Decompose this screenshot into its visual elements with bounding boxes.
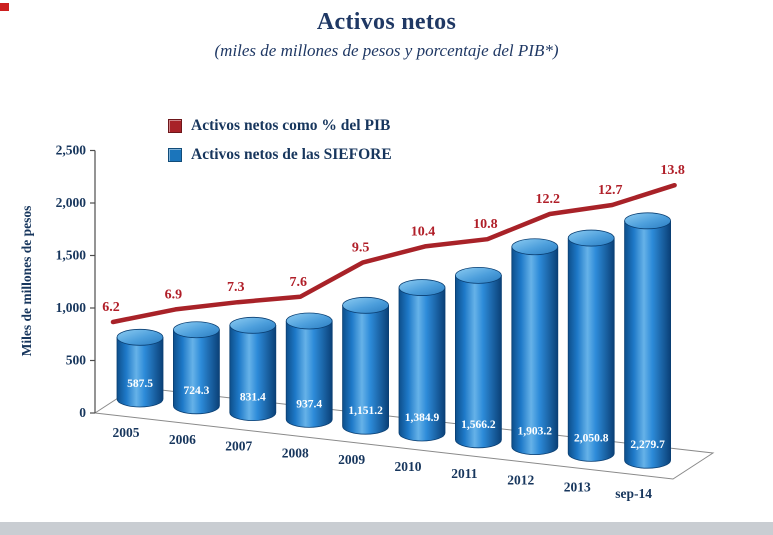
legend-label-pib: Activos netos como % del PIB bbox=[191, 117, 391, 134]
pib-value-label: 7.3 bbox=[227, 280, 245, 295]
cylinder-bar-2012: 1,903.2 bbox=[511, 238, 559, 455]
bar-value-label: 1,151.2 bbox=[348, 405, 383, 417]
cylinder-bar-2011: 1,566.2 bbox=[454, 266, 502, 449]
pib-value-label: 10.4 bbox=[411, 224, 436, 239]
y-axis-title: Miles de millones de pesos bbox=[19, 206, 34, 357]
x-category-label: 2011 bbox=[451, 466, 478, 481]
pib-value-label: 9.5 bbox=[352, 241, 370, 256]
pib-value-label: 10.8 bbox=[473, 217, 498, 232]
bar-value-label: 587.5 bbox=[127, 378, 153, 390]
legend-swatch-blue bbox=[168, 148, 182, 162]
x-category-label: 2007 bbox=[225, 439, 252, 454]
y-tick-label: 0 bbox=[79, 405, 86, 420]
bar-value-label: 831.4 bbox=[240, 392, 266, 404]
chart-title: Activos netos bbox=[316, 9, 457, 35]
pib-value-label: 7.6 bbox=[289, 275, 307, 290]
legend-label-siefore: Activos netos de las SIEFORE bbox=[191, 146, 392, 163]
legend-item-siefore: Activos netos de las SIEFORE bbox=[168, 146, 392, 164]
pib-value-label: 6.9 bbox=[165, 287, 183, 302]
x-category-label: 2010 bbox=[395, 459, 422, 474]
cylinder-bar-2008: 937.4 bbox=[285, 312, 333, 428]
cylinder-bar-2010: 1,384.9 bbox=[398, 279, 446, 442]
cylinder-bar-2005: 587.5 bbox=[116, 328, 164, 408]
y-tick-label: 1,000 bbox=[56, 300, 87, 315]
chart-subtitle: (miles de millones de pesos y porcentaje… bbox=[214, 41, 559, 60]
bar-value-label: 1,566.2 bbox=[461, 419, 496, 431]
y-tick-label: 1,500 bbox=[56, 248, 87, 263]
x-category-label: 2005 bbox=[113, 425, 140, 440]
pib-value-label: 13.8 bbox=[660, 163, 685, 178]
pib-value-label: 12.7 bbox=[598, 183, 623, 198]
y-axis: 0 500 1,000 1,500 2,000 2,500 bbox=[56, 143, 96, 420]
cylinder-bar-2009: 1,151.2 bbox=[342, 296, 390, 435]
pib-value-label: 12.2 bbox=[536, 192, 561, 207]
legend-item-pib: Activos netos como % del PIB bbox=[168, 117, 392, 135]
x-category-label: 2009 bbox=[338, 452, 365, 467]
bar-value-label: 937.4 bbox=[296, 398, 322, 410]
x-category-label: 2013 bbox=[564, 479, 591, 494]
y-tick-label: 500 bbox=[66, 353, 87, 368]
cylinder-bar-2006: 724.3 bbox=[172, 321, 220, 415]
cylinder-bar-sep-14: 2,279.7 bbox=[624, 212, 671, 469]
x-category-label: 2012 bbox=[507, 473, 534, 488]
legend-swatch-red bbox=[168, 119, 182, 133]
x-category-label: 2006 bbox=[169, 432, 196, 447]
page-corner-mark bbox=[0, 3, 9, 11]
bar-value-label: 2,050.8 bbox=[574, 432, 609, 444]
pib-value-label: 6.2 bbox=[102, 300, 120, 315]
bar-value-label: 1,903.2 bbox=[518, 426, 553, 438]
chart-legend: Activos netos como % del PIB Activos net… bbox=[168, 117, 392, 175]
x-category-label: 2008 bbox=[282, 445, 309, 460]
bar-value-label: 724.3 bbox=[183, 385, 209, 397]
bar-value-label: 1,384.9 bbox=[405, 412, 440, 424]
cylinder-bar-2013: 2,050.8 bbox=[567, 229, 615, 462]
y-tick-label: 2,500 bbox=[56, 143, 87, 158]
y-tick-label: 2,000 bbox=[56, 195, 87, 210]
pib-line bbox=[110, 182, 677, 325]
bar-value-label: 2,279.7 bbox=[630, 439, 665, 451]
page-bottom-edge bbox=[0, 522, 773, 535]
cylinder-bar-2007: 831.4 bbox=[229, 316, 277, 421]
x-category-label: sep-14 bbox=[615, 486, 652, 501]
